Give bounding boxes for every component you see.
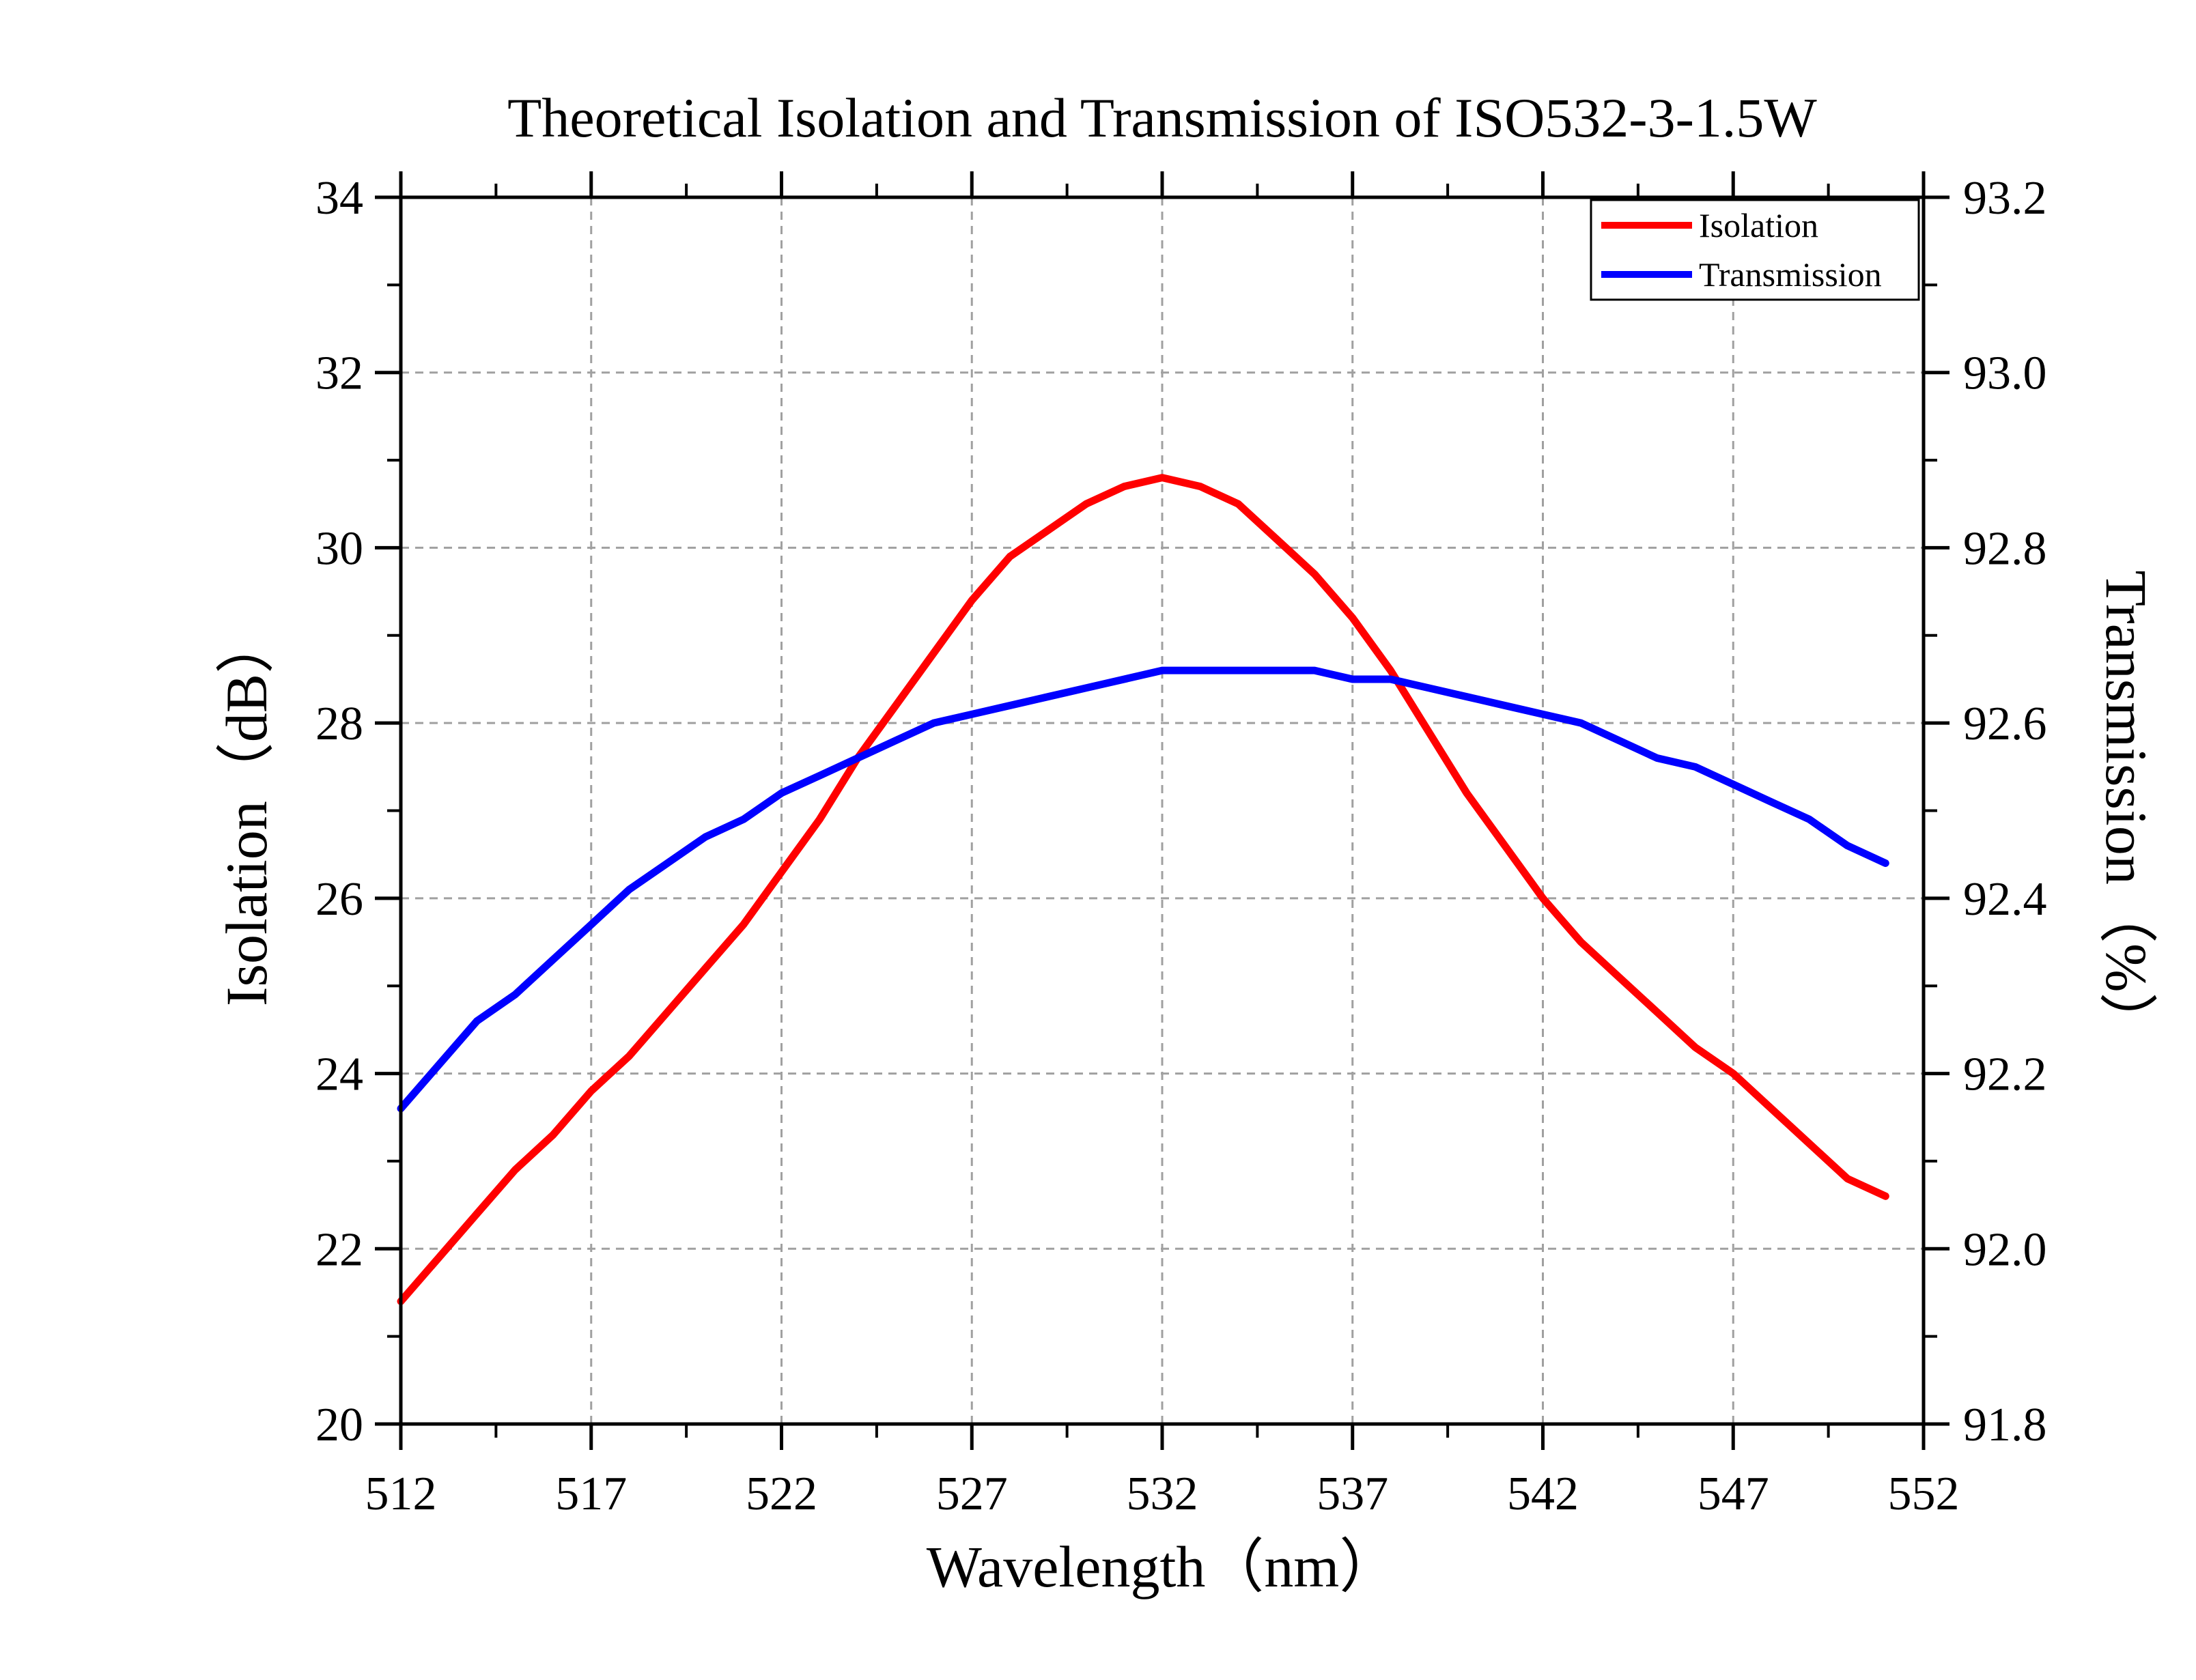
y2-tick-label: 92.4 — [1963, 873, 2047, 926]
y2-tick-label: 92.0 — [1963, 1223, 2047, 1276]
x-tick-label: 547 — [1698, 1468, 1769, 1520]
x-tick-label: 522 — [746, 1468, 817, 1520]
legend: Isolation Transmission — [1590, 199, 1920, 301]
y-tick-label: 30 — [315, 522, 363, 575]
plot-frame — [399, 195, 1926, 1426]
y-tick-label: 34 — [315, 172, 363, 225]
legend-label-isolation: Isolation — [1699, 206, 1818, 244]
grid-layer — [401, 197, 1924, 1424]
series-layer — [397, 474, 1889, 1305]
x-axis-title: Wavelength（nm） — [927, 1534, 1398, 1599]
x-tick-label: 552 — [1888, 1468, 1960, 1520]
y-tick-label: 28 — [315, 698, 363, 750]
labels-layer: Theoretical Isolation and Transmission o… — [214, 87, 2159, 1599]
legend-box — [1590, 199, 1920, 301]
chart-title: Theoretical Isolation and Transmission o… — [507, 87, 1817, 149]
y2-tick-label: 93.2 — [1963, 172, 2047, 225]
y2-tick-label: 91.8 — [1963, 1399, 2047, 1451]
y-tick-label: 24 — [315, 1049, 363, 1101]
x-tick-label: 537 — [1317, 1468, 1388, 1520]
x-tick-label: 542 — [1507, 1468, 1579, 1520]
series-line-isolation — [397, 474, 1889, 1305]
y2-axis-title: Transmission（%） — [2094, 570, 2159, 1051]
axes-layer — [399, 195, 1926, 1426]
y2-tick-label: 92.8 — [1963, 522, 2047, 575]
x-tick-label: 532 — [1127, 1468, 1198, 1520]
y2-tick-label: 92.2 — [1963, 1049, 2047, 1101]
y-tick-label: 22 — [315, 1223, 363, 1276]
y2-tick-label: 93.0 — [1963, 347, 2047, 400]
y-tick-label: 26 — [315, 873, 363, 926]
y2-tick-label: 92.6 — [1963, 698, 2047, 750]
x-tick-label: 517 — [555, 1468, 627, 1520]
ticks-layer: 512 517 522 527 532 537 542 547 552 20 22 24 26 28 30 3… — [315, 171, 2047, 1520]
y-axis-title: Isolation（dB） — [214, 615, 279, 1006]
x-tick-label: 512 — [365, 1468, 437, 1520]
series-line-transmission — [397, 666, 1889, 1113]
y-tick-label: 32 — [315, 347, 363, 400]
x-tick-label: 527 — [936, 1468, 1008, 1520]
legend-label-transmission: Transmission — [1699, 255, 1882, 294]
y-tick-label: 20 — [315, 1399, 363, 1451]
